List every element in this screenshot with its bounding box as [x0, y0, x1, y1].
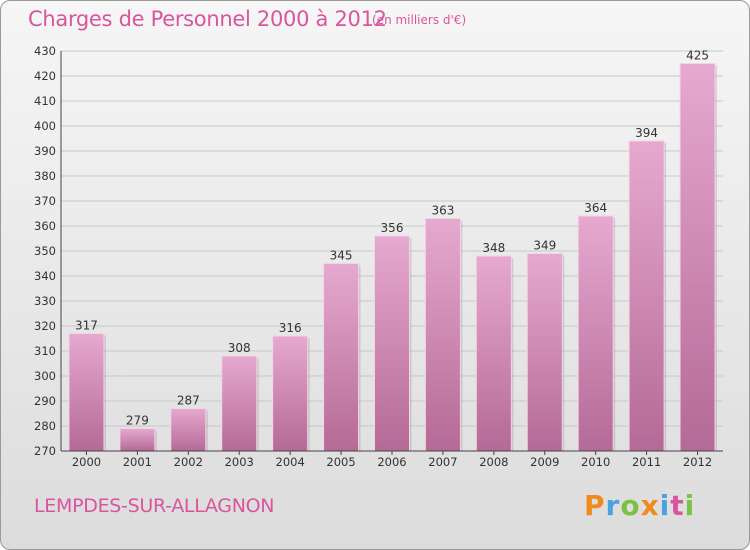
- x-tick-label: 2005: [326, 455, 355, 469]
- x-tick-label: 2009: [530, 455, 559, 469]
- bar-2003: [221, 355, 258, 452]
- bar-value-label: 345: [330, 249, 353, 263]
- logo-letter: t: [670, 489, 685, 522]
- y-tick-label: 370: [34, 194, 56, 208]
- y-tick-label: 420: [34, 69, 56, 83]
- y-tick-label: 290: [34, 394, 56, 408]
- bar-2006: [374, 235, 410, 452]
- logo-letter: i: [684, 489, 696, 522]
- logo-letter: r: [605, 489, 621, 522]
- proxiti-logo[interactable]: Proxiti: [584, 489, 695, 522]
- chart-subtitle: (en milliers d'€): [372, 13, 467, 27]
- y-tick-label: 400: [34, 119, 56, 133]
- y-tick-label: 350: [34, 244, 56, 258]
- bar-2007: [424, 218, 461, 452]
- bar-2008: [475, 255, 512, 452]
- bar-value-label: 287: [177, 394, 200, 408]
- chart-title: Charges de Personnel 2000 à 2012: [28, 7, 387, 31]
- y-tick-label: 430: [34, 44, 56, 58]
- bar-value-label: 279: [126, 414, 149, 428]
- x-tick-label: 2004: [276, 455, 305, 469]
- x-tick-label: 2000: [72, 455, 101, 469]
- y-tick-label: 280: [34, 419, 56, 433]
- bar-value-label: 364: [584, 201, 607, 215]
- y-tick-label: 340: [34, 269, 56, 283]
- bar-2002: [170, 408, 207, 452]
- bar-value-label: 308: [228, 341, 251, 355]
- commune-name: LEMPDES-SUR-ALLAGNON: [34, 495, 275, 517]
- bar-value-label: 425: [686, 49, 709, 63]
- y-tick-label: 320: [34, 319, 56, 333]
- logo-letter: o: [620, 489, 641, 522]
- bar-value-label: 316: [279, 321, 302, 335]
- x-tick-label: 2007: [428, 455, 457, 469]
- y-tick-label: 300: [34, 369, 56, 383]
- bar-2009: [526, 253, 563, 452]
- bar-value-label: 394: [635, 126, 658, 140]
- bar-2000: [68, 333, 105, 452]
- logo-letter: P: [584, 489, 606, 522]
- axes: 270 280 290 300 310 320 330 340 350 360 370 380 390 4…: [34, 44, 723, 469]
- x-tick-label: 2012: [683, 455, 712, 469]
- y-tick-label: 360: [34, 219, 56, 233]
- logo-letter: x: [640, 489, 660, 522]
- x-tick-label: 2001: [123, 455, 152, 469]
- x-tick-label: 2011: [632, 455, 661, 469]
- x-tick-label: 2003: [225, 455, 254, 469]
- bar-2005: [323, 263, 360, 452]
- y-tick-label: 390: [34, 144, 56, 158]
- bars: 317 279 287 308 316 345 356 363 348 349 364 394 425: [68, 49, 718, 452]
- bar-2004: [272, 335, 309, 452]
- bar-2011: [628, 140, 665, 452]
- y-tick-label: 410: [34, 94, 56, 108]
- logo-letter: i: [659, 489, 671, 522]
- y-tick-label: 330: [34, 294, 56, 308]
- y-tick-label: 310: [34, 344, 56, 358]
- bar-2001: [119, 428, 156, 452]
- x-tick-label: 2010: [581, 455, 610, 469]
- bar-value-label: 356: [381, 221, 404, 235]
- bar-value-label: 363: [431, 204, 454, 218]
- bar-2010: [577, 215, 614, 452]
- y-tick-label: 270: [34, 444, 56, 458]
- bar-2012: [679, 63, 716, 452]
- x-tick-label: 2008: [479, 455, 508, 469]
- x-tick-label: 2006: [377, 455, 406, 469]
- x-tick-label: 2002: [174, 455, 203, 469]
- bar-value-label: 348: [482, 241, 505, 255]
- y-tick-label: 380: [34, 169, 56, 183]
- bar-value-label: 317: [75, 319, 98, 333]
- bar-value-label: 349: [533, 239, 556, 253]
